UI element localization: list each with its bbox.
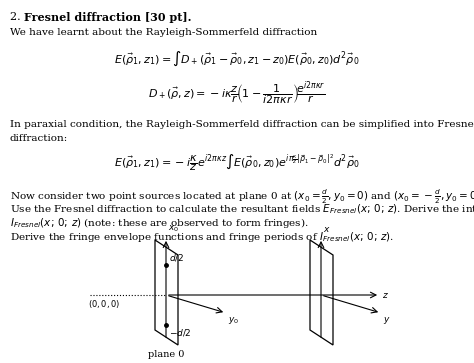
Text: $x_0$: $x_0$ <box>168 224 179 234</box>
Text: In paraxial condition, the Rayleigh-Sommerfeld diffraction can be simplified int: In paraxial condition, the Rayleigh-Somm… <box>10 120 474 129</box>
Text: $y$: $y$ <box>383 315 391 326</box>
Text: Use the Fresnel diffraction to calculate the resultant fields $E_{Fresnel}(x;\, : Use the Fresnel diffraction to calculate… <box>10 202 474 216</box>
Text: $y_0$: $y_0$ <box>228 315 239 326</box>
Text: We have learnt about the Rayleigh-Sommerfeld diffraction: We have learnt about the Rayleigh-Sommer… <box>10 28 317 37</box>
Text: $E(\vec{\rho}_1, z_1) = \int D_+(\vec{\rho}_1 - \vec{\rho}_0, z_1 - z_0)E(\vec{\: $E(\vec{\rho}_1, z_1) = \int D_+(\vec{\r… <box>114 50 360 68</box>
Text: $(0,0,0)$: $(0,0,0)$ <box>88 298 120 310</box>
Text: $E(\vec{\rho}_1, z_1) = -i\dfrac{\kappa}{z}e^{i2\pi\kappa z}\int E(\vec{\rho}_0,: $E(\vec{\rho}_1, z_1) = -i\dfrac{\kappa}… <box>114 152 360 172</box>
Text: Derive the fringe envelope functions and fringe periods of $I_{Fresnel}(x;\, 0;\: Derive the fringe envelope functions and… <box>10 230 394 244</box>
Text: $z$: $z$ <box>382 290 389 299</box>
Text: 2.: 2. <box>10 12 24 22</box>
Text: diffraction:: diffraction: <box>10 134 68 143</box>
Text: $I_{Fresnel}(x;\, 0;\, z)$ (note: these are observed to form fringes).: $I_{Fresnel}(x;\, 0;\, z)$ (note: these … <box>10 216 309 230</box>
Text: $x$: $x$ <box>323 225 331 234</box>
Text: $d/2$: $d/2$ <box>169 252 184 263</box>
Text: Fresnel diffraction [30 pt].: Fresnel diffraction [30 pt]. <box>24 12 191 23</box>
Text: $-d/2$: $-d/2$ <box>169 327 191 338</box>
Text: Now consider two point sources located at plane 0 at $(x_0 = \frac{d}{2}, y_0 = : Now consider two point sources located a… <box>10 188 474 207</box>
Text: $D_+(\vec{\rho}, z) = -i\kappa\dfrac{z}{r}\!\left(1 - \dfrac{1}{i2\pi\kappa r}\r: $D_+(\vec{\rho}, z) = -i\kappa\dfrac{z}{… <box>148 80 326 108</box>
Text: plane 0: plane 0 <box>148 350 184 359</box>
